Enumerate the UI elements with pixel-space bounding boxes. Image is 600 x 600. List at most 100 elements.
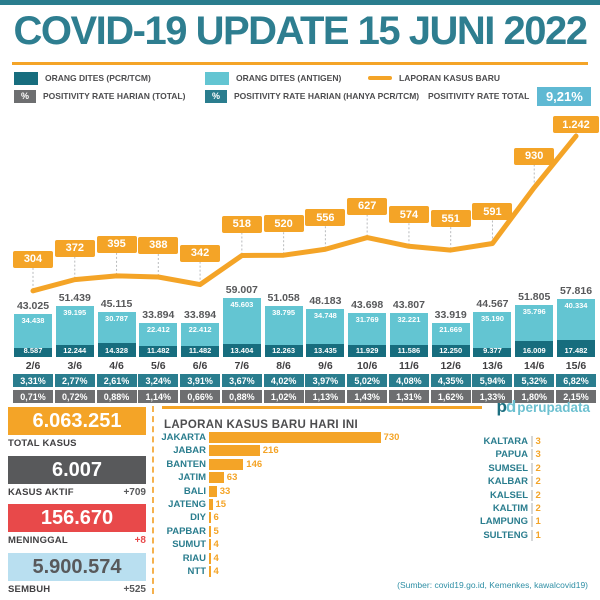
antigen-value: 35.796 — [522, 307, 546, 317]
antigen-value: 39.195 — [63, 307, 87, 317]
positivity-total-daily: 1,13% — [305, 390, 346, 403]
source-note: (Sumber: covid19.go.id, Kemenkes, kawalc… — [397, 580, 588, 590]
tested-bar: 21.669 12.250 — [431, 323, 470, 357]
percent-teal-icon: % — [205, 89, 227, 103]
province-name: JATIM — [178, 472, 206, 484]
pcr-value: 13.435 — [313, 346, 337, 356]
antigen-value: 21.669 — [439, 325, 463, 335]
date-label: 4/6 — [109, 360, 124, 372]
province-bar — [209, 445, 260, 457]
province-bar — [209, 499, 213, 510]
pcr-segment — [389, 345, 428, 357]
province-row: BANTEN 146 — [160, 458, 420, 471]
date-label: 7/6 — [234, 360, 250, 372]
positivity-pcr-daily: 3,91% — [180, 374, 221, 387]
new-cases-label: 342 — [180, 244, 221, 262]
pcr-value: 13.404 — [230, 346, 254, 356]
province-name: SUMSEL — [488, 462, 528, 474]
pcr-segment — [55, 344, 94, 357]
province-value: 2 — [535, 489, 541, 501]
pcr-value: 16.009 — [522, 346, 546, 356]
tested-bar: 40.334 17.482 — [557, 299, 595, 357]
pcr-value: 11.482 — [188, 346, 212, 356]
antigen-value: 34.438 — [21, 315, 45, 325]
province-name: BALI — [183, 485, 206, 497]
province-row: BALI 33 — [160, 485, 420, 498]
province-bar — [531, 449, 533, 461]
date-label: 11/6 — [398, 360, 419, 372]
pcr-segment — [181, 345, 220, 357]
antigen-segment — [97, 311, 136, 343]
panel-title: LAPORAN KASUS BARU HARI INI — [164, 419, 359, 431]
tested-bar: 39.195 12.244 — [55, 305, 94, 357]
total-tested-label: 51.805 — [518, 291, 551, 304]
province-value: 4 — [213, 566, 219, 577]
new-cases-label: 930 — [514, 147, 555, 165]
total-tested-label: 48.183 — [309, 294, 342, 307]
positivity-pcr-daily: 5,94% — [472, 374, 513, 387]
province-row: KALTARA 3 — [436, 435, 586, 448]
date-label: 3/6 — [67, 360, 83, 372]
total-tested-label: 43.698 — [351, 299, 384, 312]
top-accent-strip — [0, 0, 600, 5]
province-name: KALBAR — [487, 476, 528, 488]
province-value: 5 — [213, 525, 219, 537]
province-bar — [531, 503, 533, 514]
legend-item-pos-total: % POSITIVITY RATE HARIAN (TOTAL) — [14, 89, 185, 103]
total-tested-label: 51.439 — [58, 291, 91, 304]
new-cases-label: 304 — [13, 250, 53, 268]
positivity-rate-total: POSITIVITY RATE TOTAL 9,21% — [428, 86, 592, 106]
pcr-segment — [515, 340, 554, 357]
positivity-total-daily: 0,88% — [221, 390, 262, 403]
province-name: NTT — [187, 566, 206, 577]
total-tested-label: 44.567 — [476, 298, 509, 311]
new-cases-label: 551 — [430, 210, 471, 228]
pcr-value: 11.482 — [147, 346, 170, 356]
positivity-pcr-daily: 4,35% — [430, 374, 471, 387]
tested-bar: 31.769 11.929 — [348, 313, 387, 357]
antigen-segment — [389, 313, 428, 346]
stat-kasus-aktif-label: KASUS AKTIF — [8, 487, 74, 498]
positivity-pcr-daily: 2,77% — [54, 374, 95, 387]
stat-sembuh-delta: +525 — [123, 584, 146, 595]
date-label: 15/6 — [565, 360, 587, 372]
positivity-pcr-daily: 3,24% — [138, 374, 179, 387]
antigen-segment — [264, 305, 303, 345]
tests-and-cases-chart: 34.438 8.587 43.025 2/6 3,31% 0,71% 304 39.195 1… — [0, 106, 600, 403]
tested-bar: 38.795 12.263 — [264, 305, 303, 357]
positivity-pcr-daily: 2,61% — [96, 374, 137, 387]
province-value: 3 — [535, 436, 541, 447]
antigen-segment — [55, 305, 94, 345]
province-row: DIY 6 — [160, 511, 420, 524]
positivity-total-daily: 0,72% — [54, 390, 95, 403]
province-bar — [531, 462, 533, 474]
pcr-value: 8.587 — [23, 346, 43, 356]
positivity-total-daily: 1,43% — [347, 390, 388, 403]
positivity-total-daily: 1,02% — [263, 390, 304, 403]
positivity-pcr-daily: 5,02% — [347, 374, 388, 387]
tested-bar: 22.412 11.482 — [139, 323, 178, 357]
province-name: DIY — [190, 512, 206, 524]
total-tested-label: 33.919 — [434, 309, 467, 322]
legend-item-pos-pcr: % POSITIVITY RATE HARIAN (HANYA PCR/TCM) — [205, 89, 419, 103]
pcr-value: 9.377 — [483, 346, 502, 356]
province-bar — [209, 432, 381, 443]
province-row: NTT 4 — [160, 565, 420, 578]
new-cases-label: 372 — [54, 239, 95, 257]
positivity-total-daily: 1,62% — [430, 390, 471, 403]
stat-sembuh-value: 5.900.574 — [8, 553, 146, 581]
province-value: 4 — [213, 539, 219, 551]
province-name: JATENG — [168, 499, 206, 510]
antigen-value: 34.748 — [313, 310, 337, 320]
date-label: 6/6 — [192, 360, 208, 372]
pcr-swatch-icon — [14, 71, 38, 85]
positivity-pcr-daily: 4,02% — [263, 374, 304, 387]
stat-meninggal-value: 156.670 — [8, 504, 146, 532]
antigen-value: 45.603 — [230, 299, 254, 309]
tested-bar: 35.796 16.009 — [515, 305, 554, 357]
panel-header: p d perupadata — [162, 397, 590, 416]
title-divider — [12, 62, 588, 65]
antigen-value: 32.221 — [397, 315, 421, 325]
province-row: JAKARTA 730 — [160, 431, 420, 444]
new-cases-label: 574 — [388, 206, 429, 224]
